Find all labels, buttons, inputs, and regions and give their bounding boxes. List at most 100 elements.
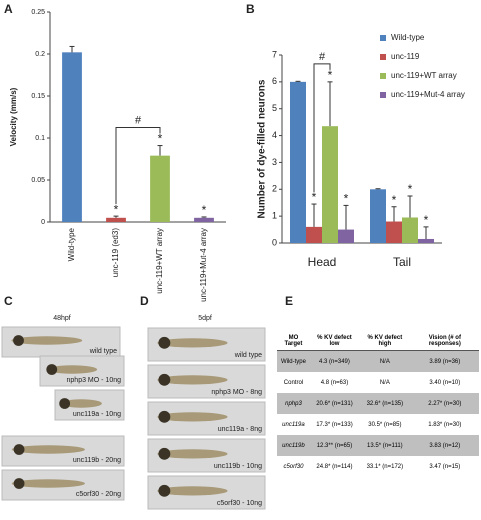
table-cell: nphp3 — [277, 393, 310, 414]
table-cell: unc119b — [277, 435, 310, 456]
fish-head — [13, 478, 25, 489]
table-cell: c5orf30 — [283, 463, 304, 470]
header-cell: MO Target — [277, 332, 310, 351]
y-tick-label: 0 — [272, 237, 277, 247]
bar — [402, 217, 418, 243]
y-tick-label: 0 — [41, 219, 45, 226]
fish-head — [158, 336, 171, 349]
legend-swatch — [380, 35, 386, 41]
panel-label: C — [4, 294, 13, 308]
image-caption: nphp3 MO - 10ng — [67, 377, 122, 384]
y-tick-label: 2 — [272, 184, 277, 194]
significance-mark: * — [158, 132, 163, 146]
table-body: Wild-type 4.3 (n=349) N/A 3.89 (n=36) Contro… — [277, 350, 479, 478]
table-cell: Wild-type — [277, 350, 310, 372]
legend-label: unc-119 — [391, 52, 420, 61]
fish-head — [158, 484, 171, 497]
table-cell: 3.40 (n=10) — [429, 379, 461, 386]
panel-title: 5dpf — [198, 315, 212, 322]
table-row: nphp3 20.6* (n=131) 32.6* (n=135) 2.27* (n=… — [277, 393, 479, 414]
significance-mark: * — [328, 68, 333, 82]
table-header: MO Target% KV defect low% KV defect high… — [277, 332, 479, 351]
panel-label: A — [4, 2, 13, 16]
bracket — [115, 127, 161, 205]
y-tick-label: 0.15 — [31, 93, 45, 100]
bar — [290, 81, 306, 243]
legend-swatch — [380, 54, 386, 60]
fish-body — [46, 365, 98, 374]
fish-head — [158, 410, 171, 423]
panel-label: D — [140, 294, 149, 308]
table-cell: 32.6* (n=135) — [359, 393, 411, 414]
panel-label: E — [285, 294, 293, 308]
image-caption: unc119b - 10ng — [214, 463, 262, 470]
legend-label: Wild-type — [391, 33, 425, 42]
table-cell: N/A — [359, 350, 411, 372]
x-tick-label: unc-119 (ed3) — [111, 228, 120, 278]
table-row: Control 4.8 (n=63) N/A 3.40 (n=10) — [277, 372, 479, 393]
image-caption: wild type — [234, 352, 262, 359]
bar — [338, 229, 354, 243]
significance-mark: * — [344, 192, 349, 206]
fish-body — [60, 399, 102, 408]
legend-swatch — [380, 73, 386, 79]
legend-label: unc-119+WT array — [391, 71, 457, 80]
x-tick-label: Wild-type — [67, 227, 76, 261]
table-cell: unc119a — [282, 421, 305, 428]
image-caption: c5orf30 - 20ng — [76, 491, 121, 498]
y-axis-label: Velocity (mm/s) — [9, 87, 18, 146]
bracket-label: # — [135, 114, 142, 126]
table-cell: 3.89 (n=36) — [410, 350, 479, 372]
fish-body — [11, 479, 85, 488]
y-tick-label: 7 — [272, 49, 277, 59]
table-cell: 3.47 (n=15) — [429, 463, 461, 470]
bar — [62, 52, 82, 222]
fish-head — [13, 444, 25, 455]
legend-label: unc-119+Mut-4 array — [391, 90, 465, 99]
fish-body — [11, 336, 83, 345]
bar — [386, 221, 402, 243]
y-tick-label: 0.2 — [35, 51, 45, 58]
table-cell: 4.8 (n=63) — [320, 379, 349, 386]
y-axis-label: Number of dye-filled neurons — [257, 79, 268, 218]
table-cell: 24.8* (n=114) — [316, 463, 353, 470]
fish-body — [157, 338, 228, 348]
x-tick-label: Tail — [393, 255, 411, 269]
fish-head — [13, 335, 24, 346]
fish-body — [157, 412, 228, 422]
significance-mark: * — [424, 213, 429, 227]
panel-title: 48hpf — [53, 315, 71, 322]
y-tick-label: 3 — [272, 157, 277, 167]
table-row: c5orf30 24.8* (n=114) 33.1* (n=172) 3.47 (n… — [277, 456, 479, 477]
image-caption: unc119b - 20ng — [73, 457, 121, 464]
fish-body — [11, 445, 85, 454]
header-cell: % KV defect low — [309, 332, 360, 351]
table-cell: 2.27* (n=30) — [410, 393, 479, 414]
fish-body — [157, 375, 228, 385]
bracket — [313, 63, 331, 193]
table-cell: 4.3 (n=349) — [309, 350, 360, 372]
legend-swatch — [380, 92, 386, 98]
table-cell: 1.83* (n=30) — [428, 421, 462, 428]
table-row: Wild-type 4.3 (n=349) N/A 3.89 (n=36) — [277, 350, 479, 372]
fish-head — [158, 447, 171, 460]
significance-mark: * — [408, 182, 413, 196]
significance-mark: * — [312, 190, 317, 204]
header-cell: Vision (# of responses) — [410, 332, 479, 351]
table-cell: 20.6* (n=131) — [309, 393, 360, 414]
table-row: unc119b 12.3** (n=65) 13.5* (n=111) 3.83 (n… — [277, 435, 479, 456]
fish-head — [59, 398, 71, 409]
bar — [194, 217, 214, 222]
table-cell: 12.3** (n=65) — [309, 435, 360, 456]
table-cell: 13.5* (n=111) — [359, 435, 411, 456]
bar — [306, 226, 322, 243]
image-caption: wild type — [89, 348, 117, 355]
bar — [370, 189, 386, 243]
table-cell: N/A — [379, 379, 390, 386]
y-tick-label: 1 — [272, 211, 277, 221]
y-tick-label: 0.05 — [31, 177, 45, 184]
image-caption: c5orf30 - 10ng — [217, 500, 262, 507]
bar — [418, 238, 434, 243]
